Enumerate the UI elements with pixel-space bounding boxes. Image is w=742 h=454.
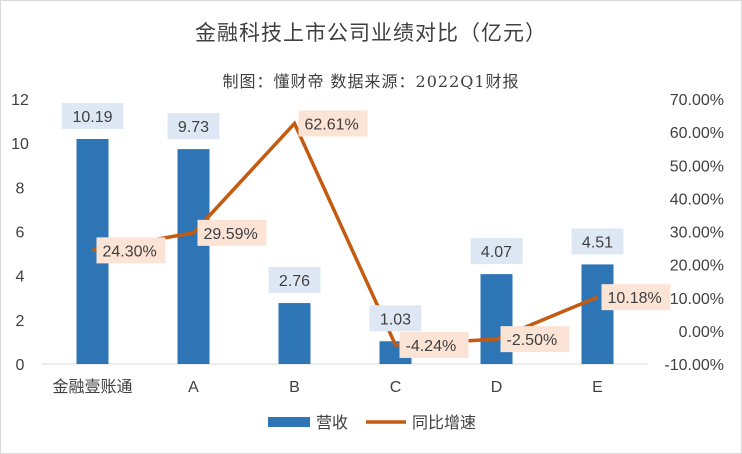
left-axis-tick: 2 bbox=[16, 313, 25, 330]
bar-data-label: 9.73 bbox=[178, 119, 209, 136]
bar bbox=[581, 264, 614, 364]
line-data-label: 24.30% bbox=[103, 243, 157, 260]
bar-label-box bbox=[470, 238, 523, 265]
left-axis-tick: 4 bbox=[16, 269, 25, 286]
legend: 营收 同比增速 bbox=[268, 414, 476, 432]
x-axis-label: D bbox=[491, 379, 503, 396]
bar-data-label: 1.03 bbox=[380, 311, 411, 328]
bar-label-box bbox=[571, 228, 624, 255]
right-axis: -10.00% 0.00% 10.00% 20.00% 30.00% 40.00% 50.0… bbox=[664, 92, 724, 374]
line-data-label: -2.50% bbox=[507, 332, 558, 349]
left-axis-tick: 8 bbox=[16, 180, 25, 197]
right-axis-tick: -10.00% bbox=[664, 357, 724, 374]
x-axis-label: 金融壹账通 bbox=[52, 378, 132, 396]
chart-title: 金融科技上市公司业绩对比（亿元） bbox=[195, 21, 547, 45]
x-axis-label: E bbox=[592, 379, 603, 396]
x-axis-label: B bbox=[289, 379, 300, 396]
right-axis-tick: 70.00% bbox=[670, 92, 724, 109]
bar-label-box bbox=[61, 102, 124, 129]
bar-label-box bbox=[268, 267, 321, 294]
bar-data-labels: 10.19 9.73 2.76 1.03 4.07 4.51 bbox=[61, 102, 624, 332]
line-label-box bbox=[298, 110, 368, 137]
line-label-box bbox=[399, 331, 469, 358]
bar-data-label: 4.51 bbox=[582, 234, 613, 251]
left-axis-tick: 6 bbox=[16, 225, 25, 242]
left-axis: 0 2 4 6 8 10 12 bbox=[11, 92, 29, 374]
x-axis-labels: 金融壹账通 A B C D E bbox=[52, 378, 602, 396]
line-label-box bbox=[500, 326, 570, 353]
right-axis-tick: 30.00% bbox=[670, 225, 724, 242]
right-axis-tick: 20.00% bbox=[670, 258, 724, 275]
right-axis-tick: 0.00% bbox=[679, 324, 724, 341]
line-data-labels: 24.30% 29.59% 62.61% -4.24% -2.50% 10.18% bbox=[96, 110, 671, 358]
chart-subtitle: 制图：懂财帝 数据来源：2022Q1财报 bbox=[222, 72, 519, 91]
left-axis-tick: 12 bbox=[11, 92, 29, 109]
line-label-box bbox=[197, 219, 267, 246]
legend-label: 同比增速 bbox=[412, 414, 476, 432]
bar-data-label: 10.19 bbox=[72, 109, 112, 126]
line-data-label: 29.59% bbox=[204, 226, 258, 243]
bar-label-box bbox=[167, 113, 220, 140]
bar bbox=[278, 303, 311, 364]
bar-data-label: 2.76 bbox=[279, 273, 310, 290]
right-axis-tick: 10.00% bbox=[670, 291, 724, 308]
line-data-label: 10.18% bbox=[608, 290, 662, 307]
line-data-label: 62.61% bbox=[305, 116, 359, 133]
left-axis-tick: 0 bbox=[16, 357, 25, 374]
right-axis-tick: 40.00% bbox=[670, 191, 724, 208]
line-label-box bbox=[601, 284, 671, 311]
bar bbox=[177, 149, 210, 364]
left-axis-tick: 10 bbox=[11, 136, 29, 153]
legend-swatch-bar bbox=[268, 417, 310, 427]
x-axis-label: C bbox=[390, 379, 402, 396]
bar-label-box bbox=[369, 305, 422, 332]
line-data-label: -4.24% bbox=[406, 338, 457, 355]
right-axis-tick: 60.00% bbox=[670, 125, 724, 142]
right-axis-tick: 50.00% bbox=[670, 158, 724, 175]
line-label-box bbox=[96, 237, 166, 264]
bar-data-label: 4.07 bbox=[481, 244, 512, 261]
x-axis-label: A bbox=[188, 379, 199, 396]
legend-label: 营收 bbox=[316, 414, 348, 432]
